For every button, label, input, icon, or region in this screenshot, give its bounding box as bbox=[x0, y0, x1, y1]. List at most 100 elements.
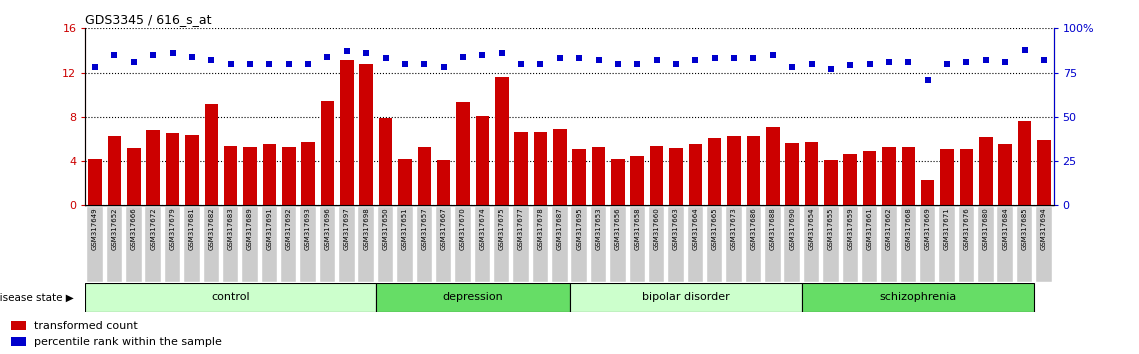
Point bbox=[764, 52, 782, 58]
Point bbox=[280, 61, 298, 67]
Point bbox=[880, 59, 899, 65]
Bar bbox=[320, 207, 335, 282]
Bar bbox=[805, 142, 818, 205]
Bar bbox=[204, 207, 219, 282]
Bar bbox=[457, 102, 469, 205]
Point bbox=[338, 48, 357, 54]
Text: GSM317654: GSM317654 bbox=[809, 208, 814, 250]
Text: GSM317681: GSM317681 bbox=[189, 208, 195, 250]
Bar bbox=[650, 145, 663, 205]
Text: GSM317656: GSM317656 bbox=[615, 208, 621, 250]
Bar bbox=[108, 136, 121, 205]
Text: GSM317677: GSM317677 bbox=[518, 208, 524, 250]
Bar bbox=[534, 132, 547, 205]
Bar bbox=[107, 207, 122, 282]
Text: GSM317655: GSM317655 bbox=[828, 208, 834, 250]
Bar bbox=[262, 207, 277, 282]
Point bbox=[474, 52, 492, 58]
Point bbox=[1035, 57, 1054, 63]
Point bbox=[222, 61, 240, 67]
Point bbox=[939, 61, 957, 67]
Bar bbox=[146, 207, 161, 282]
Text: GSM317696: GSM317696 bbox=[325, 208, 330, 250]
Bar bbox=[785, 207, 800, 282]
Bar bbox=[1018, 121, 1031, 205]
Point bbox=[105, 52, 123, 58]
Bar bbox=[359, 207, 374, 282]
Bar bbox=[882, 207, 896, 282]
Text: disease state ▶: disease state ▶ bbox=[0, 292, 74, 302]
Bar bbox=[825, 160, 837, 205]
Bar bbox=[1036, 207, 1051, 282]
Bar bbox=[670, 148, 682, 205]
Text: GSM317685: GSM317685 bbox=[1022, 208, 1027, 250]
Text: GSM317649: GSM317649 bbox=[92, 208, 98, 250]
Bar bbox=[591, 207, 606, 282]
Bar bbox=[379, 118, 392, 205]
Bar bbox=[321, 101, 334, 205]
Bar bbox=[1017, 207, 1032, 282]
Point bbox=[319, 54, 337, 59]
Text: GSM317667: GSM317667 bbox=[441, 208, 446, 250]
Text: percentile rank within the sample: percentile rank within the sample bbox=[34, 337, 222, 347]
Point bbox=[164, 50, 182, 56]
Point bbox=[667, 61, 686, 67]
Point bbox=[900, 59, 918, 65]
Text: GSM317688: GSM317688 bbox=[770, 208, 776, 250]
Bar bbox=[804, 207, 819, 282]
Point bbox=[513, 61, 531, 67]
Point bbox=[608, 61, 626, 67]
Point bbox=[241, 61, 260, 67]
Text: GSM317678: GSM317678 bbox=[538, 208, 543, 250]
Bar bbox=[1038, 140, 1050, 205]
Bar bbox=[765, 207, 780, 282]
Bar bbox=[533, 207, 548, 282]
Point bbox=[376, 56, 395, 61]
Point bbox=[686, 57, 704, 63]
Text: GSM317692: GSM317692 bbox=[286, 208, 292, 250]
Bar bbox=[786, 143, 798, 205]
Text: GSM317661: GSM317661 bbox=[867, 208, 872, 250]
Bar bbox=[224, 145, 237, 205]
Bar bbox=[727, 207, 741, 282]
Bar bbox=[244, 147, 256, 205]
Text: GSM317682: GSM317682 bbox=[208, 208, 214, 250]
Bar bbox=[147, 130, 159, 205]
Point bbox=[861, 61, 879, 67]
Point bbox=[590, 57, 608, 63]
Point bbox=[958, 59, 976, 65]
Text: GSM317652: GSM317652 bbox=[112, 208, 117, 250]
Bar bbox=[940, 207, 954, 282]
Bar bbox=[186, 135, 198, 205]
Bar bbox=[11, 337, 25, 346]
Bar bbox=[901, 207, 916, 282]
Point bbox=[571, 56, 589, 61]
Point bbox=[745, 56, 763, 61]
Bar bbox=[89, 159, 101, 205]
Text: transformed count: transformed count bbox=[34, 321, 138, 331]
Point bbox=[85, 64, 105, 70]
Point bbox=[125, 59, 144, 65]
Point bbox=[261, 61, 279, 67]
Bar bbox=[456, 207, 470, 282]
Bar bbox=[960, 149, 973, 205]
Text: GSM317665: GSM317665 bbox=[712, 208, 718, 250]
Bar bbox=[205, 104, 218, 205]
Point bbox=[416, 61, 434, 67]
Point bbox=[453, 54, 473, 59]
Bar bbox=[514, 207, 528, 282]
Bar bbox=[707, 207, 722, 282]
Point bbox=[647, 57, 665, 63]
Bar bbox=[128, 148, 140, 205]
Point bbox=[977, 57, 995, 63]
Point bbox=[706, 56, 724, 61]
Bar bbox=[85, 283, 376, 312]
Text: control: control bbox=[212, 292, 249, 302]
Bar bbox=[166, 133, 179, 205]
Bar bbox=[746, 207, 761, 282]
Text: GSM317653: GSM317653 bbox=[596, 208, 601, 250]
Bar bbox=[243, 207, 257, 282]
Bar bbox=[185, 207, 199, 282]
Bar bbox=[302, 142, 314, 205]
Point bbox=[629, 61, 647, 67]
